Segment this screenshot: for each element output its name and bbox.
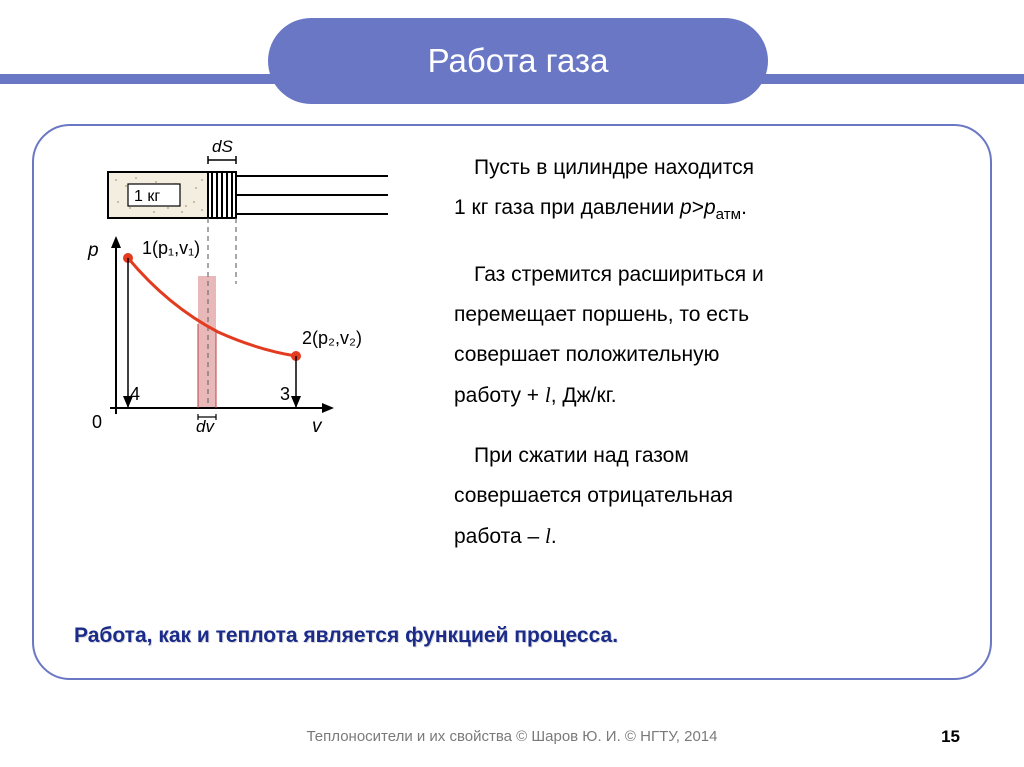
para2-line1: Газ стремится расшириться и xyxy=(454,255,964,295)
footer-text: Теплоносители и их свойства © Шаров Ю. И… xyxy=(0,728,1024,745)
diagram: dS 1 кг xyxy=(68,136,408,456)
dv-label: dv xyxy=(196,417,215,436)
node3: 3 xyxy=(280,384,290,404)
para3-line3: работа – l. xyxy=(454,516,964,557)
node4: 4 xyxy=(130,384,140,404)
content-frame: dS 1 кг xyxy=(32,124,992,680)
para3-line2: совершается отрицательная xyxy=(454,476,964,516)
para1-line2: 1 кг газа при давлении p>pатм. xyxy=(454,188,964,235)
piston-mass: 1 кг xyxy=(134,188,160,205)
origin-label: 0 xyxy=(92,412,102,432)
para1-line1: Пусть в цилиндре находится xyxy=(454,148,964,188)
slide-title: Работа газа xyxy=(268,18,768,104)
para2-line2: перемещает поршень, то есть xyxy=(454,295,964,335)
para2-line4: работу + l, Дж/кг. xyxy=(454,375,964,416)
body-text: Пусть в цилиндре находится 1 кг газа при… xyxy=(454,148,964,557)
v-axis-label: v xyxy=(312,416,323,437)
summary-line: Работа, как и теплота является функцией … xyxy=(74,624,954,648)
page-number: 15 xyxy=(941,727,960,747)
point1-label: 1(p₁,v₁) xyxy=(142,238,200,258)
ds-label: dS xyxy=(212,137,233,156)
pv-diagram-svg: dS 1 кг xyxy=(68,136,408,456)
p-axis-label: p xyxy=(87,240,99,261)
title-text: Работа газа xyxy=(428,42,609,80)
para2-line3: совершает положительную xyxy=(454,335,964,375)
point2-label: 2(p₂,v₂) xyxy=(302,328,362,348)
para3-line1: При сжатии над газом xyxy=(454,436,964,476)
